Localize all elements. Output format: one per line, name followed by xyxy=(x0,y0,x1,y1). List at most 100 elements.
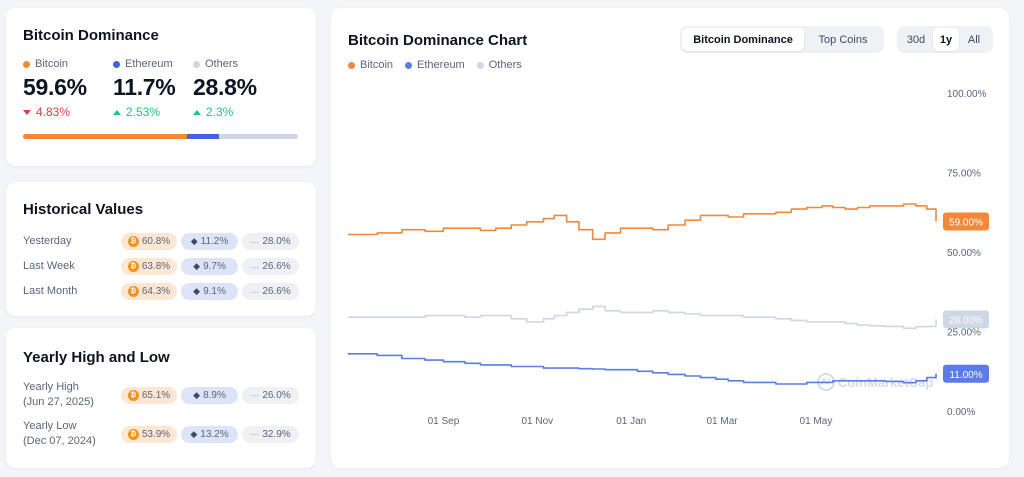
historical-title: Historical Values xyxy=(23,201,144,218)
ethereum-icon: ◆ xyxy=(193,286,201,296)
dominance-card: Bitcoin Dominance Bitcoin 59.6% 4.83% Et… xyxy=(6,8,316,166)
others-pill: ··· 28.0% xyxy=(242,233,299,250)
dominance-title: Bitcoin Dominance xyxy=(23,27,159,44)
more-dots-icon: ··· xyxy=(250,429,260,439)
others-legend: Others xyxy=(193,58,257,70)
others-value: 28.8% xyxy=(193,74,257,100)
up-arrow-icon xyxy=(113,109,121,115)
eth-value: 8.9% xyxy=(203,389,226,401)
range-1y-button[interactable]: 1y xyxy=(933,28,959,51)
eth-value: 9.7% xyxy=(203,261,226,272)
bitcoin-icon: ₿ xyxy=(127,428,139,440)
others-label: Others xyxy=(205,58,239,70)
coinmarketcap-logo-mark xyxy=(820,377,831,386)
others-pill: ··· 26.6% xyxy=(242,258,299,275)
dominance-bar-others xyxy=(218,134,298,139)
bitcoin-icon: ₿ xyxy=(127,261,139,272)
bitcoin-badge-text: 59.00% xyxy=(949,217,983,228)
others-change: 2.3% xyxy=(193,105,257,119)
more-dots-icon: ··· xyxy=(250,236,260,247)
range-all-button[interactable]: All xyxy=(967,33,981,46)
eth-pill: ◆ 9.1% xyxy=(181,283,238,300)
bitcoin-label: Bitcoin xyxy=(35,58,69,70)
dominance-line-chart[interactable]: CoinMarketCap 100.00% 75.00% 50.00% 25.00% 0… xyxy=(331,8,1009,468)
yearly-low-date: (Dec 07, 2024) xyxy=(23,435,96,447)
bitcoin-change: 4.83% xyxy=(23,105,87,119)
bitcoin-badge-background xyxy=(943,212,989,231)
time-range-toggle: 30d 1y All xyxy=(897,26,993,53)
x-tick-label: 01 Jan xyxy=(616,416,646,427)
ethereum-legend: Ethereum xyxy=(113,58,175,70)
yearly-row-high: Yearly High (Jun 27, 2025) ₿ 65.1% ◆ 8.9% … xyxy=(23,380,308,410)
legend-bitcoin[interactable]: Bitcoin xyxy=(348,59,393,71)
bitcoin-value-badge: 59.00% xyxy=(943,212,989,231)
bitcoin-icon: ₿ xyxy=(127,286,139,297)
btc-pill: ₿ 63.8% xyxy=(121,258,177,275)
dominance-chart-card: Bitcoin Dominance Chart Bitcoin Dominanc… xyxy=(331,8,1009,468)
ethereum-icon: ◆ xyxy=(193,261,201,271)
row-label: Yearly Low (Dec 07, 2024) xyxy=(23,419,121,449)
ethereum-label: Ethereum xyxy=(125,58,173,70)
row-label: Last Month xyxy=(23,285,78,297)
more-dots-icon: ··· xyxy=(250,261,260,272)
more-dots-icon: ··· xyxy=(250,390,260,400)
eth-pill: ◆ 11.2% xyxy=(181,233,238,250)
ethereum-value-badge: 11.00% xyxy=(943,364,989,383)
others-dot-icon xyxy=(476,61,484,69)
ethereum-value: 11.7% xyxy=(113,74,176,100)
others-value: 32.9% xyxy=(262,428,291,440)
x-tick-label: 01 Mar xyxy=(706,416,738,427)
bitcoin-icon: ₿ xyxy=(127,236,139,247)
yearly-low-label: Yearly Low xyxy=(23,420,77,432)
yearly-row-low: Yearly Low (Dec 07, 2024) ₿ 53.9% ◆ 13.2% … xyxy=(23,419,308,449)
historical-row-yesterday: Yesterday ₿ 60.8% ◆ 11.2% ··· 28.0% xyxy=(23,233,308,250)
ethereum-change: 2.53% xyxy=(113,105,175,119)
bitcoin-icon: ₿ xyxy=(127,389,139,401)
ethereum-icon: ◆ xyxy=(193,389,201,400)
others-pill: ··· 26.6% xyxy=(242,283,299,300)
historical-row-last-month: Last Month ₿ 64.3% ◆ 9.1% ··· 26.6% xyxy=(23,283,308,300)
chart-view-toggle: Bitcoin Dominance Top Coins xyxy=(680,26,884,53)
ethereum-icon: ◆ xyxy=(190,236,198,246)
y-tick-label: 100.00% xyxy=(947,89,987,100)
more-dots-icon: ··· xyxy=(250,286,260,297)
eth-value: 11.2% xyxy=(200,236,229,247)
dominance-bar-bitcoin xyxy=(23,134,187,139)
tab-bitcoin-dominance[interactable]: Bitcoin Dominance xyxy=(682,28,804,51)
watermark-text: CoinMarketCap xyxy=(838,375,933,390)
btc-pill: ₿ 60.8% xyxy=(121,233,177,250)
yearly-high-low-card: Yearly High and Low Yearly High (Jun 27,… xyxy=(6,328,316,468)
y-tick-label: 50.00% xyxy=(947,248,981,259)
series-line-ethereum xyxy=(348,353,937,385)
ethereum-badge-background xyxy=(943,364,989,383)
tab-top-coins[interactable]: Top Coins xyxy=(818,33,868,46)
others-value-badge: 28.00% xyxy=(943,310,989,329)
row-label: Yearly High (Jun 27, 2025) xyxy=(23,380,121,410)
eth-value: 9.1% xyxy=(203,286,226,297)
legend-ethereum[interactable]: Ethereum xyxy=(405,59,465,71)
ethereum-dot-icon xyxy=(113,60,120,68)
btc-pill: ₿ 53.9% xyxy=(121,425,177,443)
btc-pill: ₿ 65.1% xyxy=(121,386,177,404)
dominance-bar-ethereum xyxy=(186,134,219,139)
x-tick-label: 01 Nov xyxy=(521,416,553,427)
btc-value: 60.8% xyxy=(141,236,171,247)
bitcoin-change-value: 4.83% xyxy=(36,105,71,119)
others-pill: ··· 26.0% xyxy=(242,386,299,404)
bitcoin-dot-icon xyxy=(23,60,30,68)
legend-others[interactable]: Others xyxy=(476,59,522,71)
series-line-others xyxy=(348,305,937,330)
yearly-high-date: (Jun 27, 2025) xyxy=(23,396,94,408)
others-change-value: 2.3% xyxy=(206,105,234,119)
others-dominance: Others 28.8% 2.3% xyxy=(193,58,257,119)
eth-pill: ◆ 8.9% xyxy=(181,386,238,404)
chart-legend: Bitcoin Ethereum Others xyxy=(348,59,534,71)
others-dot-icon xyxy=(193,60,200,68)
ethereum-badge-text: 11.00% xyxy=(949,370,982,381)
bitcoin-value: 59.6% xyxy=(23,74,87,100)
range-30d-button[interactable]: 30d xyxy=(906,33,926,46)
y-tick-label: 25.00% xyxy=(947,328,981,339)
others-value: 26.6% xyxy=(262,261,291,272)
x-tick-label: 01 May xyxy=(800,416,833,427)
btc-value: 63.8% xyxy=(141,261,171,272)
